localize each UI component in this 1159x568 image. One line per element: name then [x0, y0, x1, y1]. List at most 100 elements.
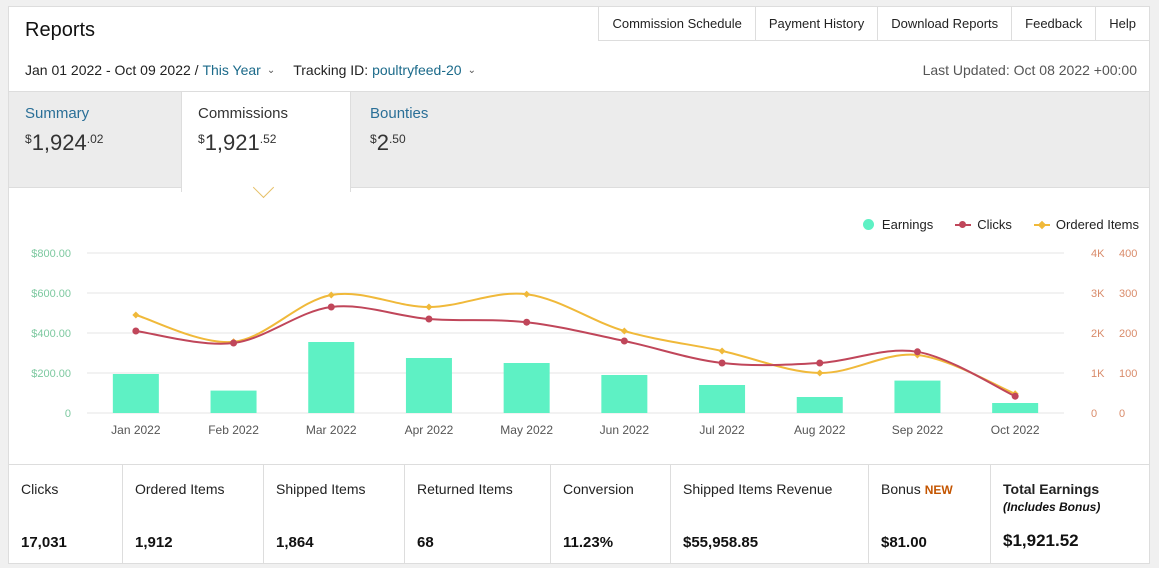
- ordered-items-point: [425, 303, 433, 311]
- y-right-outer-tick-label: 4K: [1091, 248, 1105, 260]
- x-tick-label: Jan 2022: [111, 423, 161, 437]
- stat-label: Shipped Items: [276, 481, 366, 497]
- earnings-bar: [112, 374, 159, 413]
- clicks-point: [718, 359, 726, 367]
- y-left-tick-label: 0: [65, 408, 71, 420]
- top-nav: Commission Schedule Payment History Down…: [598, 7, 1149, 41]
- tab-bounties-label: Bounties: [370, 105, 429, 122]
- earnings-bar: [308, 342, 355, 413]
- stat-label: Returned Items: [417, 481, 513, 497]
- clicks-swatch-icon: [955, 220, 972, 228]
- tab-summary-label: Summary: [25, 105, 90, 122]
- ordered-items-swatch-icon: [1033, 220, 1050, 229]
- stat-bonus: Bonus NEW $81.00: [869, 465, 991, 564]
- earnings-bar: [699, 385, 746, 413]
- stat-label: Clicks: [21, 481, 59, 497]
- legend-clicks[interactable]: Clicks: [955, 217, 1012, 232]
- clicks-point: [816, 359, 824, 367]
- x-tick-label: Mar 2022: [306, 423, 357, 437]
- tab-bounties-amount: $2.50: [370, 130, 508, 156]
- tracking-id-dropdown[interactable]: poultryfeed-20: [372, 62, 462, 78]
- stat-value: 68: [417, 534, 434, 551]
- y-left-tick-label: $200.00: [31, 368, 71, 380]
- reports-card: Reports Commission Schedule Payment Hist…: [8, 6, 1150, 564]
- stat-conversion: Conversion 11.23%: [551, 465, 671, 564]
- ordered-items-point: [132, 311, 140, 319]
- clicks-point: [620, 337, 628, 345]
- stat-label: Ordered Items: [135, 481, 225, 497]
- clicks-point: [327, 303, 335, 311]
- tab-commissions-amount: $1,921.52: [198, 130, 334, 156]
- chevron-down-icon[interactable]: ⌄: [266, 64, 276, 76]
- stat-value: 1,912: [135, 534, 173, 551]
- y-right-inner-tick-label: 100: [1119, 368, 1137, 380]
- currency-symbol: $: [370, 132, 377, 146]
- amount-whole: 1,921: [204, 130, 260, 155]
- bonus-label: Bonus: [881, 481, 921, 497]
- commission-schedule-button[interactable]: Commission Schedule: [599, 7, 756, 40]
- y-right-outer-tick-label: 3K: [1091, 288, 1105, 300]
- stats-row: Clicks 17,031 Ordered Items 1,912 Shippe…: [9, 464, 1149, 564]
- clicks-point: [1011, 392, 1019, 400]
- x-tick-label: Apr 2022: [405, 423, 454, 437]
- y-right-outer-tick-label: 2K: [1091, 328, 1105, 340]
- earnings-bar: [894, 380, 941, 413]
- clicks-point: [132, 327, 140, 335]
- earnings-bar: [405, 358, 452, 413]
- legend-earnings-label: Earnings: [881, 217, 934, 232]
- earnings-bar: [992, 403, 1039, 413]
- x-tick-label: May 2022: [500, 423, 553, 437]
- amount-whole: 2: [376, 130, 389, 155]
- currency-symbol: $: [25, 132, 32, 146]
- stat-total-earnings: Total Earnings (Includes Bonus) $1,921.5…: [991, 465, 1149, 564]
- amount-whole: 1,924: [31, 130, 87, 155]
- earnings-bar: [503, 363, 550, 413]
- y-left-tick-label: $400.00: [31, 328, 71, 340]
- clicks-point: [523, 318, 531, 326]
- legend-earnings[interactable]: Earnings: [862, 217, 934, 232]
- help-button[interactable]: Help: [1109, 16, 1136, 31]
- tab-commissions[interactable]: Commissions $1,921.52: [181, 92, 351, 192]
- filter-bar: Jan 01 2022 - Oct 09 2022 / This Year ⌄ …: [25, 62, 494, 78]
- stat-value: 1,864: [276, 534, 314, 551]
- legend-clicks-label: Clicks: [977, 217, 1012, 232]
- stat-label: Total Earnings: [1003, 481, 1100, 497]
- tab-bounties[interactable]: Bounties $2.50: [354, 92, 524, 189]
- stat-value: 11.23%: [563, 534, 614, 551]
- stat-sub-label: (Includes Bonus): [1003, 500, 1101, 514]
- x-tick-label: Oct 2022: [991, 423, 1040, 437]
- earnings-bar: [210, 390, 257, 413]
- y-left-tick-label: $600.00: [31, 288, 71, 300]
- earnings-swatch-icon: [862, 219, 874, 230]
- last-updated-text: Last Updated: Oct 08 2022 +00:00: [922, 62, 1137, 78]
- earnings-bar: [796, 397, 843, 413]
- legend-ordered[interactable]: Ordered Items: [1033, 217, 1139, 232]
- y-right-inner-tick-label: 0: [1119, 408, 1125, 420]
- amount-cents: .50: [388, 132, 406, 146]
- page-title: Reports: [25, 19, 96, 41]
- stat-label: Shipped Items Revenue: [683, 481, 833, 497]
- amount-cents: .52: [259, 132, 277, 146]
- stat-value: $1,921.52: [1003, 531, 1079, 550]
- stat-label: Conversion: [563, 481, 634, 497]
- tab-commissions-label: Commissions: [198, 105, 289, 122]
- x-tick-label: Sep 2022: [892, 423, 944, 437]
- payment-history-button[interactable]: Payment History: [756, 7, 879, 40]
- stat-clicks: Clicks 17,031: [9, 465, 123, 564]
- earnings-chart: Earnings Clicks Ordered Items $800.00 $60…: [9, 189, 1149, 464]
- y-right-inner-tick-label: 400: [1119, 248, 1137, 260]
- clicks-point: [230, 339, 238, 347]
- chart-legend: Earnings Clicks Ordered Items: [841, 217, 1139, 232]
- y-right-outer-tick-label: 1K: [1091, 368, 1105, 380]
- stat-value: $55,958.85: [683, 534, 759, 551]
- period-dropdown[interactable]: This Year: [202, 62, 261, 78]
- y-right-inner-tick-label: 200: [1119, 328, 1137, 340]
- tab-summary[interactable]: Summary $1,924.02: [9, 92, 181, 189]
- feedback-button[interactable]: Feedback: [1012, 7, 1097, 40]
- y-right-outer-tick-label: 0: [1091, 408, 1097, 420]
- chevron-down-icon[interactable]: ⌄: [467, 64, 476, 76]
- download-reports-button[interactable]: Download Reports: [878, 7, 1013, 40]
- ordered-items-point: [523, 290, 531, 298]
- chart-plot: $800.00 $600.00 $400.00 $200.00 0 4K 3K 2K 1K 0 40…: [31, 248, 1137, 437]
- x-tick-label: Jul 2022: [699, 423, 745, 437]
